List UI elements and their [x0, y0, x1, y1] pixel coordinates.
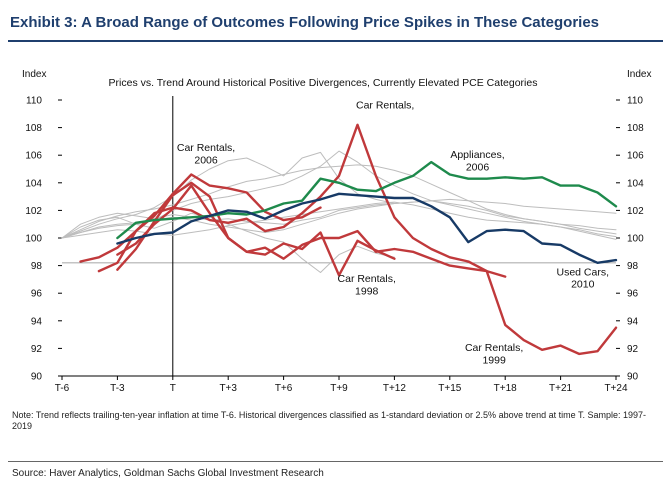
x-tick-label: T+6	[275, 383, 293, 394]
y-tick-label-left: 106	[25, 151, 42, 162]
series-line-appliances-2006	[116, 160, 618, 240]
y-tick-label-right: 90	[627, 372, 639, 383]
series-line-gray-4	[61, 212, 395, 273]
series-line-gray-3	[61, 151, 395, 239]
y-tick-label-left: 96	[31, 289, 43, 300]
y-tick-label-right: 94	[627, 316, 639, 327]
x-tick-label: T+3	[219, 383, 237, 394]
series-annotation: Used Cars,	[557, 266, 610, 278]
y-tick-label-right: 92	[627, 344, 639, 355]
source-line: Source: Haver Analytics, Goldman Sachs G…	[12, 468, 324, 479]
series-line-car-rentals-1999	[116, 184, 618, 356]
title-rule	[8, 40, 663, 42]
y-tick-label-right: 98	[627, 261, 639, 272]
y-tick-label-right: 110	[627, 96, 643, 107]
series-annotation: Car Rentals,	[177, 142, 235, 154]
y-tick-label-left: 108	[25, 123, 42, 134]
x-tick-label: T-6	[55, 383, 70, 394]
y-tick-label-right: 108	[627, 123, 644, 134]
x-tick-label: T+24	[604, 383, 628, 394]
series-annotation: 1999	[482, 355, 506, 367]
series-line-gray-2	[61, 164, 617, 239]
series-line-used-cars-2010	[116, 192, 618, 264]
series-annotation: 1998	[355, 286, 379, 298]
annotation-layer: Car Rentals,Car Rentals,2006 Appliances,2…	[177, 99, 609, 366]
x-tick-label: T	[170, 383, 176, 394]
y-tick-label-left: 98	[31, 261, 43, 272]
series-layer	[61, 123, 618, 356]
x-tick-label: T+12	[383, 383, 407, 394]
y-tick-label-right: 96	[627, 289, 639, 300]
series-line-car-rentals-2021	[79, 123, 507, 278]
series-annotation: 2006	[466, 161, 490, 173]
y-tick-label-left: 90	[31, 372, 43, 383]
series-annotation: Car Rentals,	[356, 99, 414, 111]
y-axis-label-right: Index	[627, 69, 651, 80]
y-tick-label-left: 94	[31, 316, 43, 327]
y-tick-label-left: 92	[31, 344, 43, 355]
series-annotation: Appliances,	[450, 149, 504, 161]
line-chart: Prices vs. Trend Around Historical Posit…	[22, 69, 651, 395]
exhibit-title: Exhibit 3: A Broad Range of Outcomes Fol…	[10, 14, 600, 31]
y-tick-label-right: 106	[627, 151, 644, 162]
y-tick-label-left: 102	[25, 206, 42, 217]
y-tick-label-right: 100	[627, 234, 644, 245]
y-tick-label-left: 100	[25, 234, 42, 245]
x-tick-label: T-3	[110, 383, 125, 394]
y-tick-label-left: 110	[26, 96, 42, 107]
x-tick-label: T+18	[494, 383, 518, 394]
x-tick-label: T+21	[549, 383, 573, 394]
y-axis-label-left: Index	[22, 69, 46, 80]
series-annotation: Car Rentals,	[338, 273, 396, 285]
series-annotation: 2006	[194, 154, 218, 166]
x-tick-label: T+15	[438, 383, 462, 394]
chart-title: Prices vs. Trend Around Historical Posit…	[109, 77, 538, 89]
y-tick-label-right: 104	[627, 178, 644, 189]
series-annotation: Car Rentals,	[465, 342, 523, 354]
y-tick-label-right: 102	[627, 206, 644, 217]
chart-note: Note: Trend reflects trailing-ten-year i…	[12, 410, 646, 431]
y-tick-label-left: 104	[25, 178, 42, 189]
footer-rule	[8, 461, 663, 462]
axes: 90 90 92 92 94 94 96 96 98 98 100 100 102 102 104 104 10…	[25, 96, 644, 395]
series-line-car-rentals-1998	[116, 181, 396, 277]
series-annotation: 2010	[571, 279, 595, 291]
x-tick-label: T+9	[330, 383, 348, 394]
